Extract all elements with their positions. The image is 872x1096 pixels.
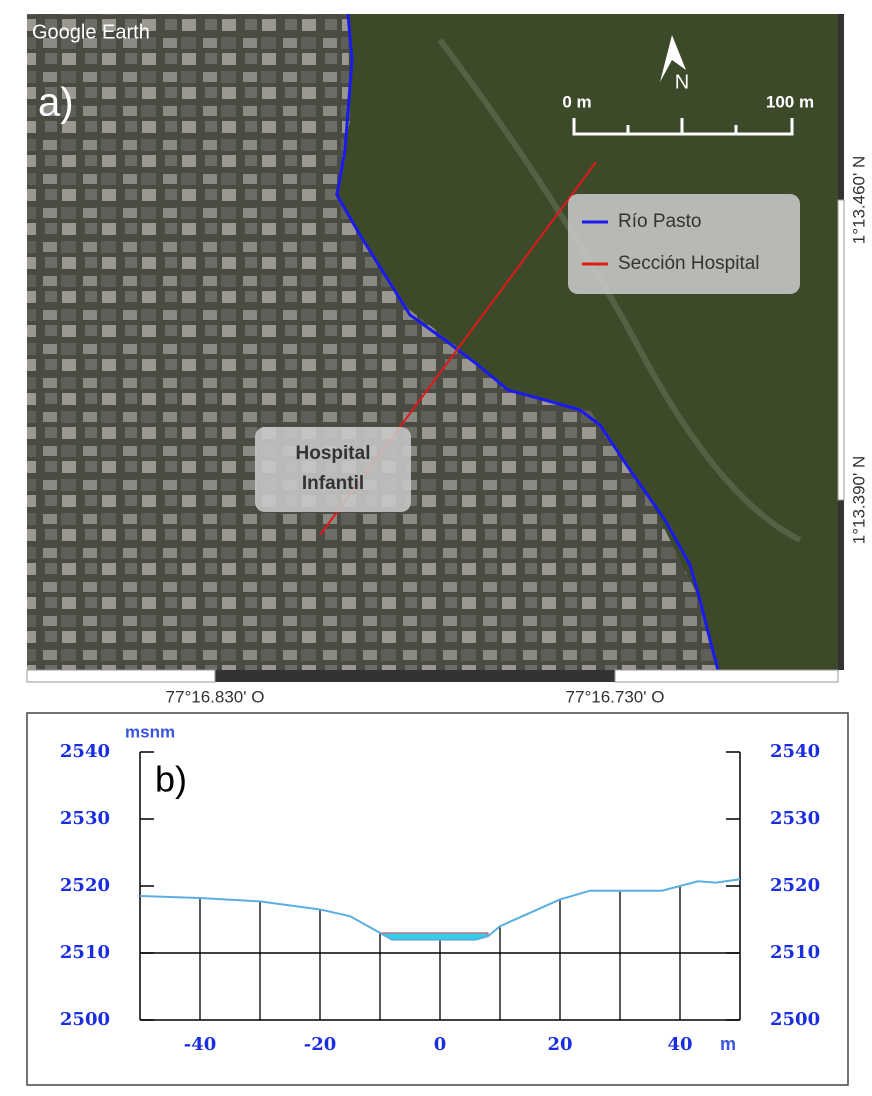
lon-bar bbox=[27, 670, 215, 682]
y-tick-label: 2520 bbox=[60, 875, 110, 896]
chart-frame bbox=[27, 713, 848, 1085]
y-tick-label: 2530 bbox=[60, 808, 110, 829]
y-axis-label: msnm bbox=[125, 722, 175, 741]
north-label: N bbox=[675, 71, 689, 93]
water bbox=[380, 933, 488, 940]
lon-label: 77°16.730' O bbox=[566, 687, 665, 706]
legend-entry: Sección Hospital bbox=[618, 253, 760, 274]
place-label: Hospital bbox=[296, 443, 371, 464]
page: {"map": {"brand": "Google Earth", "panel… bbox=[0, 0, 872, 1091]
y2-tick-label: 2500 bbox=[770, 1009, 820, 1030]
lat-bar bbox=[838, 200, 844, 500]
lat-label: 1°13.390' N bbox=[849, 456, 868, 545]
lon-bar bbox=[615, 670, 838, 682]
lon-label: 77°16.830' O bbox=[166, 687, 265, 706]
y2-tick-label: 2530 bbox=[770, 808, 820, 829]
figure: Google Earth a) N 0 m 100 m Río Pasto Se… bbox=[0, 0, 872, 1091]
legend-box bbox=[568, 194, 800, 294]
y-tick-label: 2500 bbox=[60, 1009, 110, 1030]
label-box bbox=[255, 427, 411, 512]
lat-label: 1°13.460' N bbox=[849, 156, 868, 245]
x-tick-label: 20 bbox=[547, 1034, 572, 1055]
y-tick-label: 2540 bbox=[60, 741, 110, 762]
x-tick-label: -20 bbox=[304, 1034, 337, 1055]
legend-entry: Río Pasto bbox=[618, 211, 701, 232]
y2-tick-label: 2510 bbox=[770, 942, 820, 963]
place-label: Infantil bbox=[302, 473, 364, 494]
brand: Google Earth bbox=[32, 21, 150, 43]
y2-tick-label: 2540 bbox=[770, 741, 820, 762]
y-tick-label: 2510 bbox=[60, 942, 110, 963]
x-tick-label: 0 bbox=[434, 1034, 447, 1055]
scale-label: 100 m bbox=[766, 92, 814, 111]
scale-label: 0 m bbox=[562, 92, 591, 111]
panel-label: a) bbox=[38, 81, 74, 125]
panel-label: b) bbox=[155, 759, 187, 800]
x-tick-label: -40 bbox=[184, 1034, 217, 1055]
x-tick-label: 40 bbox=[667, 1034, 692, 1055]
y2-tick-label: 2520 bbox=[770, 875, 820, 896]
lon-bar bbox=[215, 670, 615, 682]
x-axis-label: m bbox=[720, 1034, 736, 1054]
